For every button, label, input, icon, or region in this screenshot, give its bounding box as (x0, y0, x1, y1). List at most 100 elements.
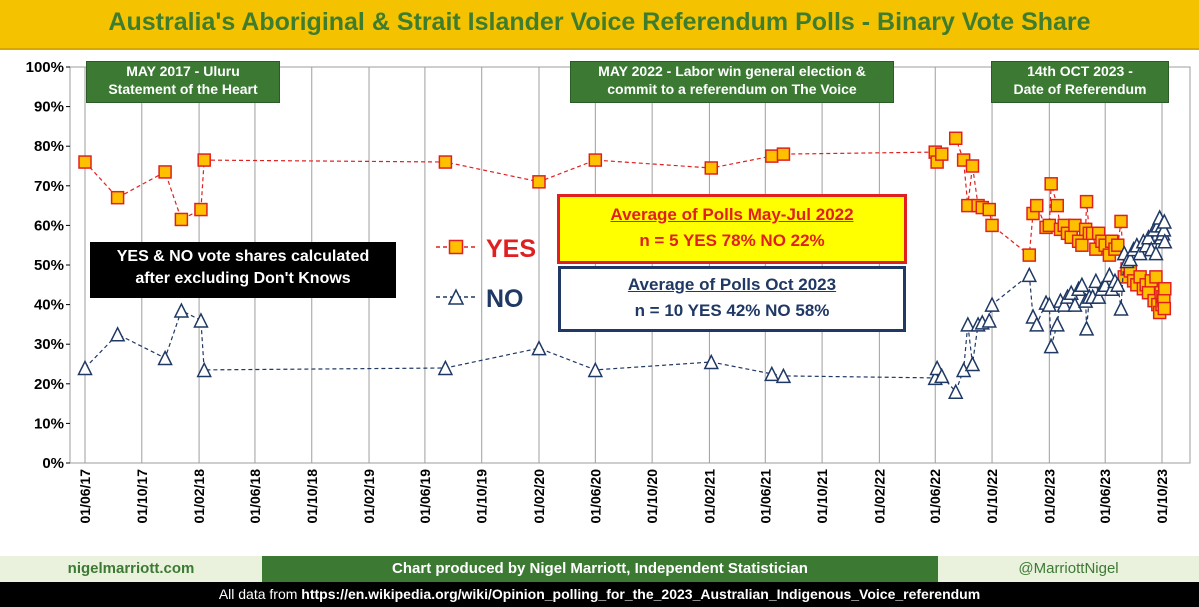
no-point (1140, 229, 1157, 245)
no-point (960, 316, 976, 332)
x-tick-label: 01/06/19 (417, 469, 433, 524)
no-point (1090, 288, 1107, 304)
x-tick-label: 01/02/19 (361, 469, 377, 524)
no-point (1021, 266, 1038, 283)
yes-point (78, 155, 92, 169)
x-tick-label: 01/02/18 (191, 469, 207, 524)
legend: YES NO (436, 235, 536, 313)
series (77, 131, 1173, 399)
legend-no-marker (447, 288, 465, 305)
no-point (173, 302, 190, 318)
no-point (109, 326, 126, 342)
no-point (948, 383, 964, 399)
y-tick-label: 90% (34, 99, 64, 116)
x-tick-label: 01/10/20 (644, 469, 660, 524)
gridlines (84, 67, 1163, 463)
yes-point (935, 147, 949, 161)
title-bar: Australia's Aboriginal & Strait Islander… (0, 0, 1199, 50)
no-point (1074, 276, 1090, 293)
x-tick-label: 01/10/18 (304, 469, 320, 524)
legend-yes-marker (448, 239, 464, 255)
footer: nigelmarriott.com Chart produced by Nige… (0, 556, 1199, 582)
source-prefix: All data from (218, 586, 298, 602)
x-tick-label: 01/02/22 (871, 469, 887, 524)
no-point (1157, 233, 1173, 249)
no-point (1049, 316, 1065, 332)
no-point (196, 361, 212, 378)
y-tick-label: 50% (34, 257, 64, 274)
no-point (775, 367, 792, 384)
x-tick-label: 01/06/22 (927, 469, 943, 524)
yes-point (588, 153, 603, 167)
no-point (587, 361, 604, 378)
footer-credit: Chart produced by Nigel Marriott, Indepe… (262, 556, 938, 582)
yes-point (1075, 238, 1089, 252)
yes-point (1114, 214, 1128, 229)
source-link[interactable]: https://en.wikipedia.org/wiki/Opinion_po… (301, 586, 981, 602)
annotation-referendum-date: 14th OCT 2023 - Date of Referendum (991, 61, 1169, 103)
yes-point (438, 155, 453, 169)
x-tick-label: 01/06/18 (247, 469, 263, 524)
y-tick-label: 30% (34, 336, 64, 353)
no-point (437, 359, 454, 376)
yes-point (1111, 238, 1125, 252)
annotation-labor-election: MAY 2022 - Labor win general election & … (570, 61, 894, 103)
no-point (1156, 213, 1173, 229)
yes-point (1157, 301, 1172, 316)
average-no-title: Average of Polls Oct 2023 (627, 275, 837, 294)
no-point (984, 296, 1000, 312)
no-point (1043, 338, 1059, 354)
footer-handle[interactable]: @MarriottNigel (938, 556, 1199, 582)
y-tick-label: 10% (34, 415, 64, 432)
no-point (964, 355, 981, 372)
yes-point (776, 147, 791, 161)
average-no-detail: n = 10 YES 42% NO 58% (634, 301, 830, 320)
yes-point (194, 202, 208, 217)
yes-point (1149, 270, 1163, 284)
y-tick-label: 0% (42, 455, 64, 472)
x-tick-label: 01/06/21 (757, 469, 773, 524)
yes-point (197, 153, 211, 167)
legend-no-label: NO (486, 285, 524, 313)
yes-point (982, 202, 997, 217)
x-tick-label: 01/06/23 (1097, 469, 1113, 524)
no-point (934, 367, 950, 384)
y-tick-label: 100% (26, 59, 64, 76)
average-no-box: Average of Polls Oct 2023 n = 10 YES 42%… (558, 266, 906, 332)
no-point (77, 359, 93, 376)
no-point (1132, 244, 1148, 261)
y-tick-label: 80% (34, 138, 64, 155)
no-point (1110, 276, 1126, 293)
yes-point (158, 165, 172, 179)
y-tick-label: 20% (34, 376, 64, 393)
no-point (1029, 316, 1045, 332)
yes-point (948, 131, 963, 146)
no-point (1078, 320, 1095, 336)
yes-point (1022, 248, 1037, 262)
x-tick-label: 01/10/19 (474, 469, 490, 524)
chart-title: Australia's Aboriginal & Strait Islander… (108, 8, 1091, 36)
no-point (1056, 296, 1072, 312)
x-tick-label: 01/06/20 (587, 469, 603, 524)
average-yes-box: Average of Polls May-Jul 2022 n = 5 YES … (557, 194, 907, 264)
no-point (1088, 272, 1104, 289)
yes-point (174, 212, 189, 227)
footer-website[interactable]: nigelmarriott.com (0, 556, 262, 582)
x-tick-label: 01/02/23 (1041, 469, 1057, 524)
x-tick-label: 01/02/21 (701, 469, 717, 524)
source-bar: All data from https://en.wikipedia.org/w… (0, 582, 1199, 607)
x-tick-label: 01/06/17 (77, 469, 93, 524)
yes-point (965, 159, 980, 173)
y-tick-label: 40% (34, 297, 64, 314)
yes-point (532, 175, 546, 189)
yes-point (985, 218, 999, 233)
no-point (764, 365, 780, 382)
no-point (1041, 296, 1058, 312)
yes-point (1050, 198, 1064, 213)
no-point (703, 353, 719, 370)
average-yes-title: Average of Polls May-Jul 2022 (610, 205, 854, 224)
x-tick-label: 01/10/22 (984, 469, 1000, 524)
yes-point (1158, 282, 1172, 296)
no-point (1148, 244, 1164, 261)
